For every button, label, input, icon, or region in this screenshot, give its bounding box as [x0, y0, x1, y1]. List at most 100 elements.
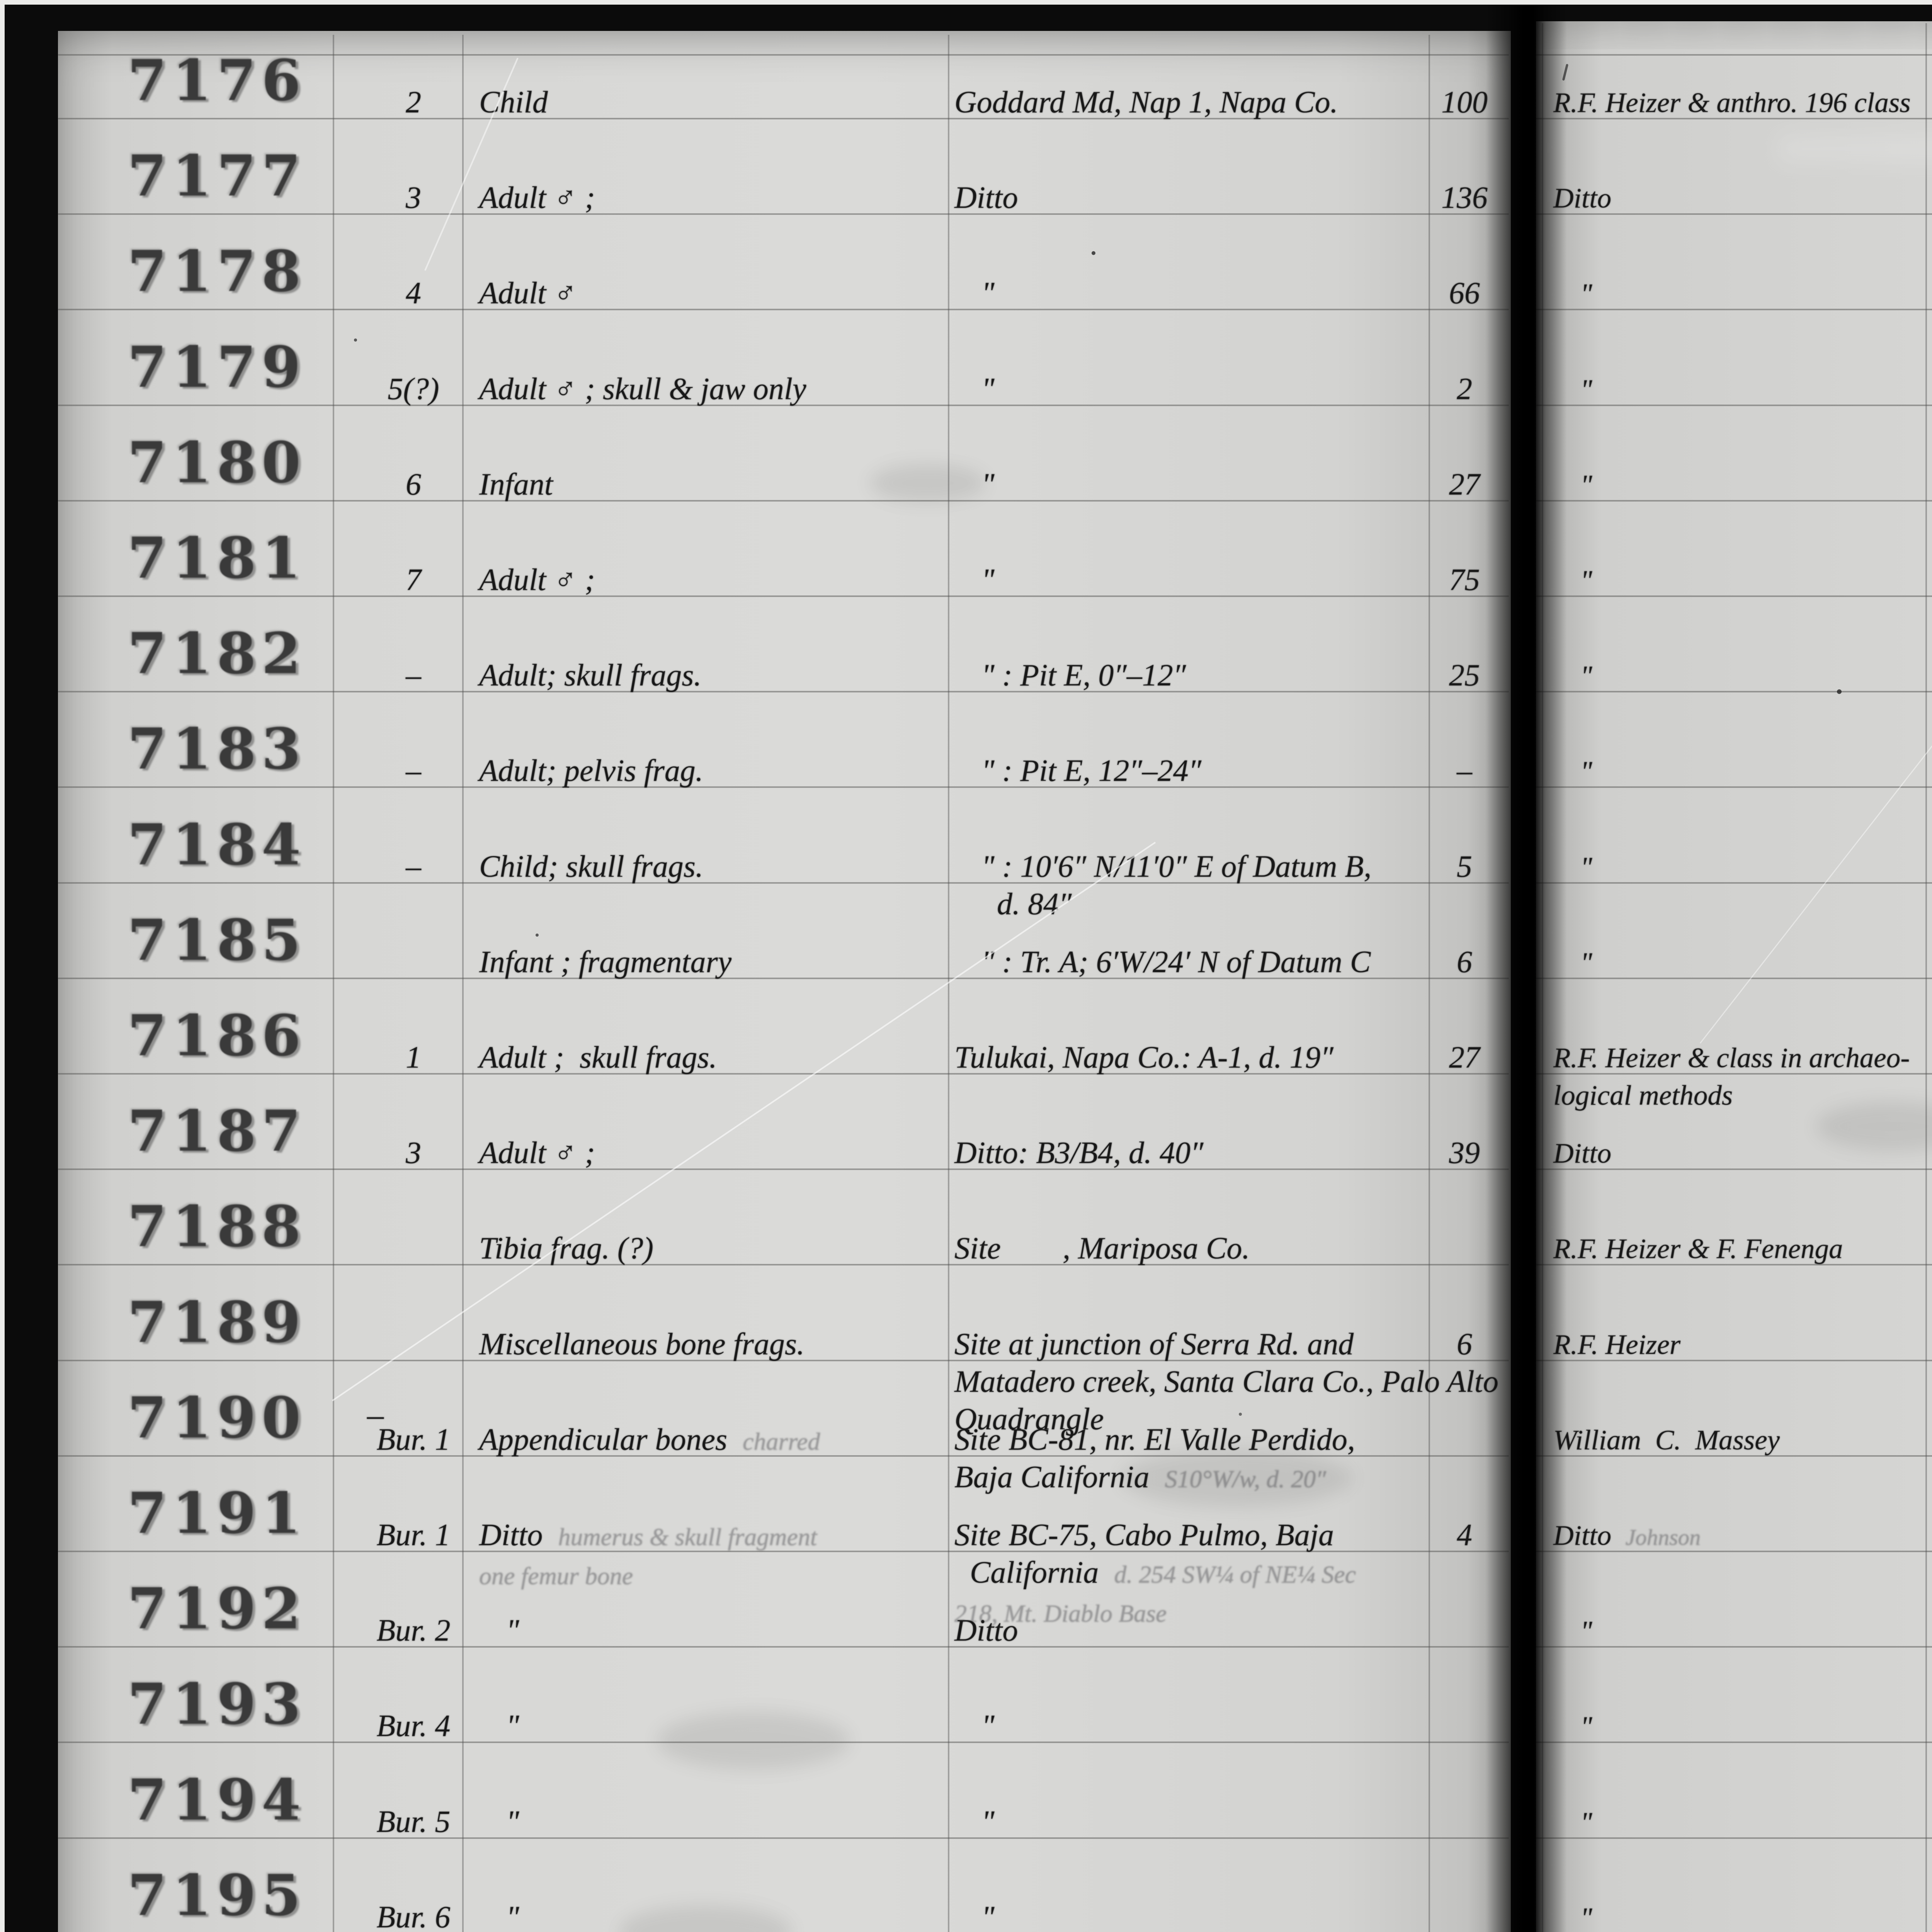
catalog-number-dash: – [367, 1396, 384, 1433]
catalog-number: 7183 [128, 716, 306, 782]
cell-n: 4 [1414, 1517, 1515, 1554]
hand-line: Tulukai, Napa Co.: A-1, d. 19″ [954, 1041, 1333, 1075]
hand-line: Bur. 1 [376, 1518, 451, 1552]
cell-desc: Adult; pelvis frag. [479, 752, 703, 790]
hand-line: " [506, 1614, 519, 1648]
hand-line: – [406, 849, 421, 884]
hand-line: 4 [406, 276, 421, 311]
pencil-note: humerus & skull fragment [558, 1523, 817, 1551]
hand-line: – [406, 658, 421, 693]
cell-n: 27 [1414, 466, 1515, 503]
pencil-note: charred [743, 1427, 820, 1455]
hand-line: d. 84″ [981, 887, 1072, 921]
ruled-line [58, 54, 1509, 56]
hand-line: 27 [1449, 467, 1480, 502]
cell-col: " [1580, 657, 1592, 694]
cell-count: 3 [355, 1134, 471, 1172]
hand-line: R.F. Heizer & anthro. 196 class [1553, 87, 1911, 118]
cell-desc: Child; skull frags. [479, 848, 703, 886]
hand-line: 3 [406, 1136, 421, 1170]
hand-line: R.F. Heizer & class in archaeo- [1553, 1042, 1910, 1073]
cell-n: 136 [1414, 179, 1515, 217]
hand-line: logical methods [1553, 1080, 1733, 1111]
cell-loc: " [981, 1899, 995, 1932]
catalog-number: 7192 [128, 1576, 306, 1642]
cell-loc: Ditto [954, 1612, 1018, 1650]
pencil-note: S10°W/w, d. 20″ [1165, 1465, 1326, 1493]
cell-desc: Adult ♂ ; skull & jaw only [479, 371, 806, 408]
catalog-number: 7187 [128, 1098, 306, 1165]
ruled-line [58, 1742, 1509, 1743]
hand-line: " [1580, 1901, 1592, 1932]
hand-line: Bur. 5 [376, 1804, 451, 1839]
column-line [948, 35, 949, 1932]
catalog-number: 7194 [128, 1767, 306, 1833]
catalog-number: 7190 [128, 1384, 306, 1451]
hand-line: " [1580, 1615, 1592, 1647]
cell-loc: Ditto [954, 179, 1018, 217]
hand-line: 25 [1449, 658, 1480, 693]
hand-line: Bur. 6 [376, 1900, 451, 1932]
hand-line: 5 [1457, 849, 1472, 884]
ruled-line [58, 595, 1509, 597]
ruled-line [58, 309, 1509, 311]
ruled-line [58, 404, 1509, 406]
ruled-line [1536, 977, 1932, 979]
hand-line: " [981, 1709, 995, 1743]
hand-line: Adult ♂ ; skull & jaw only [479, 372, 806, 406]
cell-loc: Site , Mariposa Co. [954, 1230, 1250, 1267]
catalog-number: 7188 [128, 1194, 306, 1260]
hand-line: 2 [1457, 372, 1472, 406]
hand-line: " [506, 1900, 519, 1932]
cell-col: " [1580, 944, 1592, 981]
cell-desc: Adult ; skull frags. [479, 1039, 717, 1077]
cell-col: " [1580, 1803, 1592, 1841]
cell-n: 39 [1414, 1134, 1515, 1172]
cell-desc: Adult ♂ [479, 275, 577, 312]
ledger-right-page [1536, 21, 1932, 1932]
cell-desc: Miscellaneous bone frags. [479, 1326, 804, 1363]
ruled-line [1536, 404, 1932, 406]
hand-line: Adult ♂ ; [479, 181, 595, 215]
hand-line: Ditto: B3/B4, d. 40″ [954, 1136, 1204, 1170]
cell-desc: " [506, 1899, 519, 1932]
hand-line: " [1580, 755, 1592, 787]
exposure-streak [1777, 135, 1932, 162]
hand-line: Infant ; fragmentary [479, 945, 732, 979]
cell-n: 75 [1414, 561, 1515, 599]
cell-count: 7 [355, 561, 471, 599]
hand-line: " [1580, 1806, 1592, 1838]
ruled-line [58, 1168, 1509, 1170]
ruled-line [58, 213, 1509, 215]
cell-col: R.F. Heizer [1553, 1326, 1680, 1363]
ruled-line [1536, 1646, 1932, 1648]
hand-line: Bur. 4 [376, 1709, 451, 1743]
ruled-line [58, 1646, 1509, 1648]
cell-col: R.F. Heizer & anthro. 196 class [1553, 84, 1911, 121]
ruled-line [1536, 1168, 1932, 1170]
cell-loc: Goddard Md, Nap 1, Napa Co. [954, 84, 1338, 121]
ruled-line [58, 691, 1509, 693]
hand-line: 39 [1449, 1136, 1480, 1170]
cell-desc: Appendicular bones charred [479, 1421, 820, 1460]
cell-loc: Tulukai, Napa Co.: A-1, d. 19″ [954, 1039, 1333, 1077]
cell-desc: Infant ; fragmentary [479, 944, 731, 981]
hand-line: " [506, 1804, 519, 1839]
column-line [1925, 23, 1927, 1932]
cell-n: – [1414, 752, 1515, 790]
hand-line: " [1580, 469, 1592, 500]
ruled-line [1536, 500, 1932, 502]
hand-line: 66 [1449, 276, 1480, 311]
ruled-line [58, 1551, 1509, 1552]
pencil-note: one femur bone [479, 1562, 633, 1590]
cell-count: 4 [355, 275, 471, 312]
hand-line: 5(?) [388, 372, 439, 406]
hand-line: 218, Mt. Diablo Base [954, 1593, 1356, 1632]
catalog-number: 7179 [128, 334, 306, 400]
hand-line: 6 [406, 467, 421, 502]
cell-loc: Site BC-75, Cabo Pulmo, Baja California … [954, 1517, 1356, 1632]
hand-line: 4 [1457, 1518, 1472, 1552]
cell-col: " [1580, 1708, 1592, 1745]
cell-desc: Adult; skull frags. [479, 657, 702, 694]
cell-col: R.F. Heizer & class in archaeo-logical m… [1553, 1039, 1910, 1114]
